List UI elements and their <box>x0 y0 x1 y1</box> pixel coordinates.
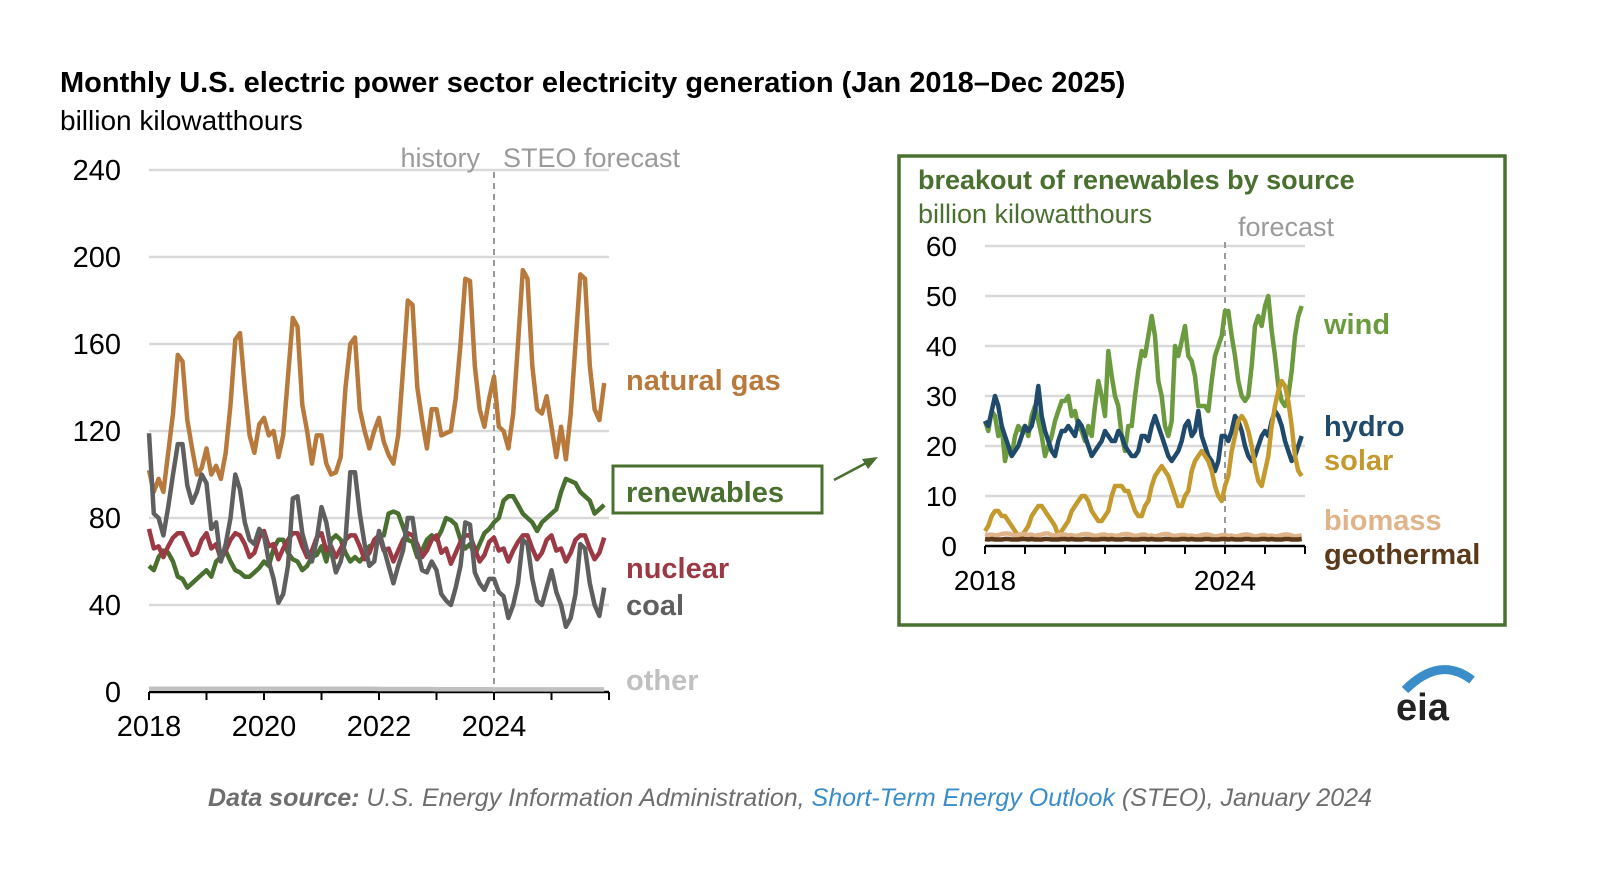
main-series <box>146 267 607 692</box>
series-label-geothermal: geothermal <box>1324 539 1480 571</box>
y-tick-label: 160 <box>73 329 121 361</box>
main-x-axis: 2018 2020 2022 2024 <box>117 690 610 743</box>
inset-x-axis: 2018 2024 <box>954 544 1306 596</box>
y-tick-label: 0 <box>941 531 957 562</box>
y-tick-label: 240 <box>73 155 121 187</box>
y-tick-label: 40 <box>89 590 121 622</box>
callout-arrow <box>833 460 869 482</box>
series-label-solar: solar <box>1324 445 1393 477</box>
inset-forecast-annotation: forecast <box>1238 212 1335 242</box>
y-tick-label: 10 <box>926 481 957 512</box>
data-source-note: Data source: U.S. Energy Information Adm… <box>208 784 1372 812</box>
x-tick-label: 2022 <box>347 711 412 743</box>
y-tick-label: 60 <box>926 231 957 262</box>
steo-link[interactable]: Short-Term Energy Outlook <box>812 784 1117 812</box>
series-label-renewables: renewables <box>626 477 784 509</box>
eia-logo-swoosh-icon <box>1401 665 1475 694</box>
series-label-other: other <box>626 665 699 697</box>
series-line-coal <box>146 433 607 630</box>
y-tick-label: 120 <box>73 416 121 448</box>
history-annotation: history <box>400 143 480 173</box>
source-suffix: (STEO), January 2024 <box>1115 784 1372 812</box>
source-text: U.S. Energy Information Administration, <box>359 784 811 812</box>
y-tick-label: 200 <box>73 242 121 274</box>
series-label-wind: wind <box>1323 309 1390 341</box>
series-line-solar <box>983 378 1304 539</box>
y-tick-label: 20 <box>926 431 957 462</box>
y-tick-label: 30 <box>926 381 957 412</box>
chart-subtitle: billion kilowatthours <box>60 105 303 136</box>
main-y-axis: 0 40 80 120 160 200 240 <box>73 155 121 709</box>
inset-title: breakout of renewables by source <box>918 165 1355 195</box>
renewables-callout-box <box>611 464 824 515</box>
y-tick-label: 0 <box>105 677 121 709</box>
x-tick-label: 2024 <box>1194 565 1256 596</box>
forecast-annotation: STEO forecast <box>503 143 681 173</box>
x-tick-label: 2024 <box>462 711 527 743</box>
chart-title: Monthly U.S. electric power sector elect… <box>60 67 1125 99</box>
x-tick-label: 2018 <box>117 711 182 743</box>
series-label-natural-gas: natural gas <box>626 365 781 397</box>
inset-gridlines <box>985 244 1305 498</box>
series-label-biomass: biomass <box>1324 505 1442 537</box>
y-tick-label: 40 <box>926 331 957 362</box>
source-prefix: Data source: <box>208 784 359 812</box>
inset-series <box>982 293 1304 542</box>
x-tick-label: 2020 <box>232 711 297 743</box>
eia-logo: eia <box>1396 665 1475 729</box>
inset-y-axis: 0 10 20 30 40 50 60 <box>926 231 957 562</box>
series-line-biomass <box>984 531 1303 539</box>
series-line-wind <box>982 293 1304 464</box>
series-label-hydro: hydro <box>1324 411 1405 443</box>
x-tick-label: 2018 <box>954 565 1016 596</box>
series-line-natural-gas <box>146 267 607 495</box>
y-tick-label: 80 <box>89 503 121 535</box>
callout-arrowhead-icon <box>862 457 878 469</box>
series-label-nuclear: nuclear <box>626 553 729 585</box>
inset-subtitle: billion kilowatthours <box>918 199 1152 229</box>
y-tick-label: 50 <box>926 281 957 312</box>
series-line-geothermal <box>984 536 1303 542</box>
series-line-hydro <box>983 383 1304 474</box>
eia-logo-text: eia <box>1396 687 1450 729</box>
series-label-coal: coal <box>626 590 684 622</box>
series-line-other <box>149 686 605 692</box>
inset-panel <box>897 154 1507 627</box>
